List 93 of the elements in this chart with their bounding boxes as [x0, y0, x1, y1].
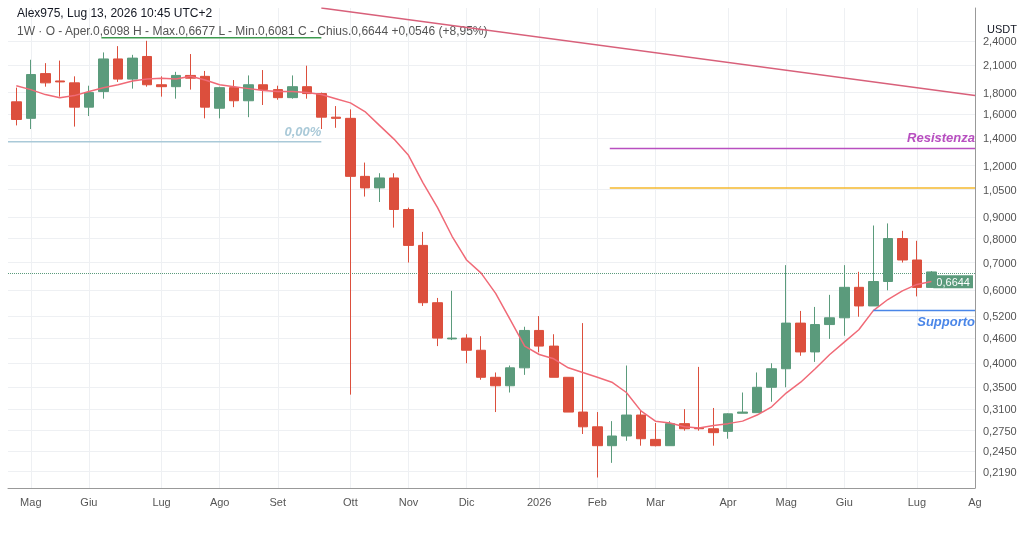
- y-tick-label: 1,4000: [983, 131, 1017, 144]
- candlestick: [476, 335, 486, 381]
- candlestick: [243, 74, 254, 118]
- x-tick-label: Set: [269, 495, 287, 508]
- candlestick: [200, 70, 210, 119]
- candlestick: [621, 365, 632, 442]
- candlestick: [55, 60, 65, 98]
- x-tick-label: Ott: [343, 495, 358, 508]
- candlestick: [69, 75, 80, 128]
- y-tick-label: 1,0500: [983, 183, 1017, 196]
- candlestick: [723, 412, 733, 440]
- candlestick: [708, 407, 719, 447]
- candlestick: [549, 333, 559, 378]
- candlestick: [766, 362, 777, 403]
- candlestick: [40, 62, 51, 88]
- candlestick: [389, 172, 399, 229]
- y-tick-label: 2,4000: [983, 34, 1017, 47]
- x-tick-label: 2026: [526, 495, 552, 508]
- y-tick-label: 1,8000: [983, 86, 1017, 99]
- candlestick: [519, 326, 530, 376]
- x-tick-label: Mag: [775, 495, 797, 508]
- candlestick: [490, 371, 501, 413]
- x-tick-label: Lug: [152, 495, 171, 508]
- candlestick: [578, 322, 588, 435]
- y-tick-label: 0,2450: [983, 445, 1017, 458]
- y-tick-label: 1,2000: [983, 159, 1017, 172]
- candlestick: [795, 310, 806, 357]
- y-tick-label: 0,9000: [983, 211, 1017, 224]
- y-tick-label: 0,2750: [983, 424, 1017, 437]
- candlestick: [810, 306, 820, 363]
- candlestick: [636, 410, 646, 447]
- candlestick: [84, 85, 94, 117]
- candlestick: [403, 207, 414, 264]
- candlestick: [214, 86, 225, 119]
- candlestick: [229, 79, 239, 108]
- y-tick-label: 0,5200: [983, 310, 1017, 323]
- x-tick-label: Apr: [719, 495, 737, 508]
- candlestick: [665, 420, 675, 447]
- y-tick-label: 0,8000: [983, 232, 1017, 245]
- chart-title: Alex975, Lug 13, 2026 10:45 UTC+2: [17, 6, 213, 20]
- x-tick-label: Lug: [907, 495, 927, 508]
- candlestick: [113, 45, 123, 83]
- candlestick: [98, 51, 109, 100]
- candlestick: [592, 411, 603, 479]
- x-tick-label: Dic: [458, 495, 476, 508]
- series-label: 0,00%: [284, 123, 322, 139]
- x-tick-label: Mar: [645, 495, 666, 508]
- y-tick-label: 0,4000: [983, 357, 1017, 370]
- x-tick-label: Nov: [398, 495, 419, 508]
- y-tick-label: 2,1000: [983, 58, 1017, 71]
- candlestick: [26, 59, 36, 130]
- candlestick: [447, 290, 457, 341]
- series-label: Resistenza: [907, 130, 975, 146]
- y-tick-label: 0,2190: [983, 465, 1017, 478]
- series-label: Supporto: [917, 313, 976, 329]
- y-tick-label: 1,6000: [983, 107, 1017, 120]
- candlestick: [461, 333, 472, 364]
- candlestick: [142, 40, 152, 88]
- candlestick: [258, 69, 268, 106]
- candlestick: [650, 422, 661, 447]
- y-tick-label: 0,4600: [983, 332, 1017, 345]
- x-tick-label: Giu: [80, 495, 98, 508]
- y-tick-label: 0,6000: [983, 284, 1017, 297]
- x-tick-label: Feb: [587, 495, 607, 508]
- candlestick: [854, 271, 864, 318]
- candlestick: [432, 297, 443, 347]
- candlestick: [11, 87, 22, 126]
- x-tick-label: Ago: [209, 495, 230, 508]
- candlestick: [897, 230, 908, 264]
- y-tick-label: 0,7000: [983, 256, 1017, 269]
- candlestick: [737, 392, 748, 414]
- candlestick: [752, 371, 762, 414]
- y-axis-title: USDT: [987, 22, 1018, 35]
- candlestick: [505, 365, 515, 394]
- candlestick: [534, 315, 544, 353]
- candlestick: [156, 75, 167, 98]
- ref-line-label: 0,6644: [936, 275, 970, 288]
- x-tick-label: Giu: [835, 495, 853, 508]
- candlestick: [912, 240, 922, 297]
- y-tick-label: 0,3100: [983, 403, 1017, 416]
- candlestick: [824, 294, 835, 340]
- candlestick: [374, 172, 385, 203]
- candlestick: [694, 366, 704, 432]
- x-tick-label: Ag: [968, 495, 982, 508]
- y-tick-label: 0,3500: [983, 381, 1017, 394]
- candlestick: [418, 231, 428, 307]
- text: 1W · O - Aper.0,6098 H - Max.0,6677 L - Min.0,6081 C - Chius.0,6644 +0,0546 (+8,95%): [17, 24, 488, 38]
- candlestick: [563, 376, 574, 413]
- candlestick: [127, 54, 138, 90]
- candlestick: [331, 105, 341, 129]
- x-tick-label: Mag: [20, 495, 42, 508]
- candlestick: [607, 420, 617, 464]
- candlestick: [360, 162, 370, 198]
